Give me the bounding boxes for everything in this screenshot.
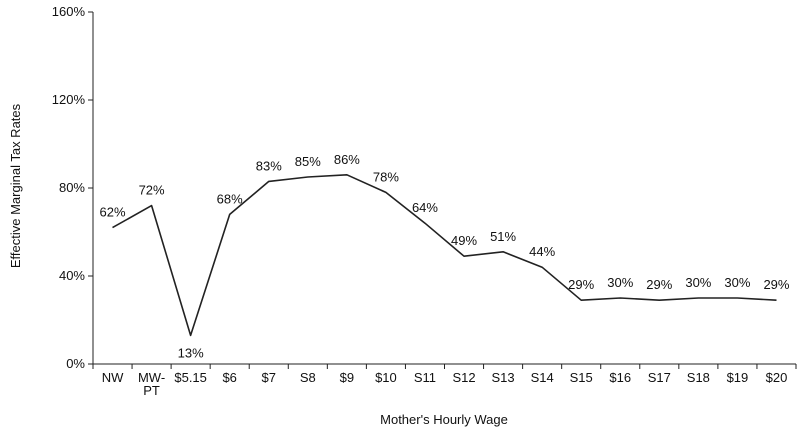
- y-tick-label: 0%: [66, 356, 85, 371]
- data-label: 49%: [451, 233, 477, 248]
- y-axis-title: Effective Marginal Tax Rates: [8, 103, 23, 268]
- x-tick-label: $7: [262, 370, 276, 385]
- x-tick-label: S12: [452, 370, 475, 385]
- data-label: 30%: [685, 275, 711, 290]
- data-label: 51%: [490, 229, 516, 244]
- data-label: 64%: [412, 200, 438, 215]
- data-label: 72%: [139, 183, 165, 198]
- x-tick-label: $5.15: [174, 370, 207, 385]
- x-tick-label: S14: [531, 370, 554, 385]
- x-tick-label: $19: [727, 370, 749, 385]
- data-labels: 62% 72% 13% 68% 83% 85% 86% 78% 64% 49% 51% 44% 29% 3…: [100, 152, 790, 361]
- x-tick-label: $9: [340, 370, 354, 385]
- data-label: 29%: [763, 277, 789, 292]
- x-axis: NW MW-PT $5.15 $6 $7 S8 $9 $10 S11 S12 S13 S14 S15 $1…: [92, 363, 797, 398]
- y-tick-label: 40%: [59, 268, 85, 283]
- data-label: 13%: [178, 345, 204, 360]
- data-label: 86%: [334, 152, 360, 167]
- x-tick-label: S13: [492, 370, 515, 385]
- data-label: 85%: [295, 154, 321, 169]
- x-tick-label: NW: [102, 370, 124, 385]
- y-tick-label: 80%: [59, 180, 85, 195]
- x-tick-label: S15: [570, 370, 593, 385]
- data-label: 78%: [373, 169, 399, 184]
- data-label: 62%: [100, 205, 126, 220]
- series: [112, 174, 777, 337]
- data-label: 29%: [568, 277, 594, 292]
- y-tick-label: 120%: [52, 92, 86, 107]
- series-line: [112, 174, 777, 337]
- x-tick-label: $10: [375, 370, 397, 385]
- x-axis-title: Mother's Hourly Wage: [380, 412, 508, 427]
- data-label: 83%: [256, 158, 282, 173]
- data-label: 68%: [217, 191, 243, 206]
- y-tick-label: 160%: [52, 4, 86, 19]
- x-tick-label: S17: [648, 370, 671, 385]
- x-tick-label: MW-PT: [138, 370, 165, 398]
- x-tick-label: S18: [687, 370, 710, 385]
- data-label: 29%: [646, 277, 672, 292]
- data-label: 30%: [607, 275, 633, 290]
- x-tick-label: S11: [414, 370, 436, 385]
- data-label: 44%: [529, 244, 555, 259]
- data-label: 30%: [724, 275, 750, 290]
- x-tick-label: $20: [766, 370, 788, 385]
- y-axis: 0% 40% 80% 120% 160%: [52, 4, 94, 371]
- x-tick-label: $6: [222, 370, 236, 385]
- x-tick-label: $16: [609, 370, 631, 385]
- x-tick-label: S8: [300, 370, 316, 385]
